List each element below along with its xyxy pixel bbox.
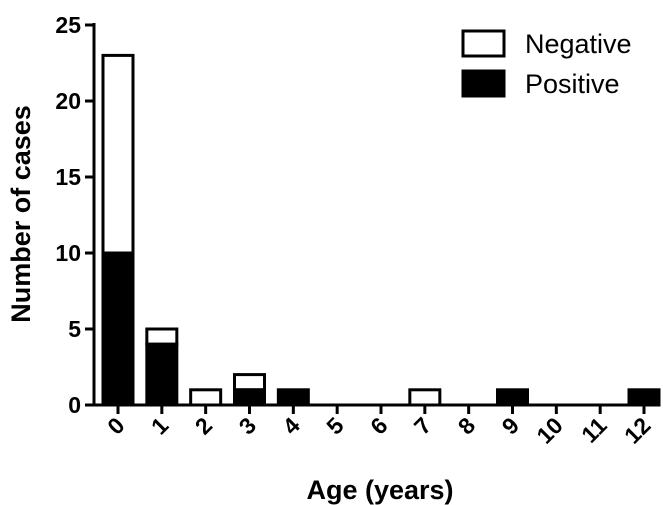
legend-label-negative: Negative: [525, 29, 632, 59]
y-tick-label: 10: [55, 240, 81, 266]
x-tick-label: 4: [277, 412, 305, 440]
y-tick-label: 15: [55, 164, 81, 190]
x-tick-label: 0: [102, 412, 129, 439]
x-ticks-group: 0 1 2 3 4 5 6 7 8 9 10 11 12: [102, 405, 656, 449]
legend-swatch-negative: [461, 29, 506, 58]
x-tick-label: 5: [321, 412, 349, 440]
x-tick-label: 6: [365, 412, 392, 439]
bar-positive-9: [496, 388, 529, 407]
bar-positive-4: [276, 388, 310, 407]
x-tick-label: 9: [497, 412, 524, 439]
x-tick-label: 12: [619, 412, 655, 448]
x-tick-label: 10: [531, 412, 567, 448]
x-tick-label: 7: [409, 412, 436, 439]
bar-negative-1: [145, 327, 179, 346]
y-tick-label: 20: [55, 88, 81, 114]
x-tick-label: 11: [576, 412, 612, 448]
y-tick-label: 25: [55, 12, 81, 38]
legend-swatch-positive: [461, 69, 506, 98]
bar-positive-1: [145, 342, 179, 407]
x-tick-label: 2: [190, 412, 217, 439]
bar-positive-12: [627, 388, 661, 407]
bar-negative-3: [233, 373, 266, 392]
legend-label-positive: Positive: [525, 69, 620, 99]
bar-positive-3: [233, 388, 266, 407]
y-ticks-group: 0 5 10 15 20 25: [55, 12, 94, 418]
bar-negative-2: [189, 388, 223, 407]
bar-negative-0: [101, 53, 135, 255]
x-axis-title: Age (years): [306, 475, 453, 505]
x-tick-label: 8: [453, 412, 481, 440]
legend: Negative Positive: [461, 29, 632, 99]
x-tick-label: 3: [234, 412, 261, 439]
y-axis-title: Number of cases: [6, 105, 36, 323]
x-tick-label: 1: [146, 412, 174, 440]
bar-positive-0: [101, 251, 135, 407]
bars-group: [101, 53, 661, 407]
y-tick-label: 5: [68, 316, 81, 342]
y-tick-label: 0: [68, 392, 81, 418]
bar-negative-7: [408, 388, 442, 407]
